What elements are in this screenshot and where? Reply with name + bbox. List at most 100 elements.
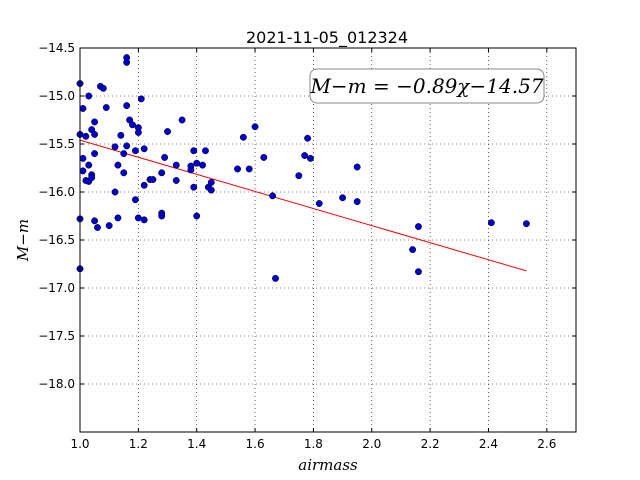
- y-tick-label: −15.5: [38, 137, 75, 151]
- data-point: [123, 102, 131, 110]
- chart-title: 2021-11-05_012324: [246, 28, 408, 48]
- data-point: [79, 167, 87, 175]
- data-point: [239, 133, 247, 141]
- x-tick-label: 2.6: [537, 437, 556, 451]
- data-point: [164, 128, 171, 135]
- data-point: [114, 214, 122, 222]
- data-point: [522, 220, 530, 228]
- data-point: [339, 194, 347, 202]
- data-point: [140, 145, 148, 153]
- equation-box: [309, 68, 545, 104]
- data-point: [134, 214, 142, 222]
- data-point: [91, 150, 99, 158]
- data-point: [409, 246, 417, 254]
- data-point: [91, 130, 99, 138]
- data-point: [315, 200, 323, 207]
- data-point: [158, 212, 166, 220]
- x-tick-label: 2.4: [479, 437, 498, 451]
- data-point: [131, 196, 139, 204]
- data-point: [414, 268, 422, 276]
- data-point: [193, 212, 201, 220]
- axis-ticks: [79, 47, 576, 432]
- data-point: [91, 217, 99, 225]
- data-point: [187, 166, 195, 174]
- data-point: [207, 178, 215, 186]
- data-points: [76, 54, 530, 282]
- y-tick-label: −16.5: [38, 233, 75, 247]
- data-point: [251, 123, 259, 131]
- data-point: [269, 192, 277, 200]
- data-point: [172, 177, 180, 184]
- y-tick-label: −14.5: [38, 41, 75, 55]
- data-point: [190, 147, 198, 155]
- x-axis-label: airmass: [298, 456, 358, 474]
- data-point: [193, 159, 201, 167]
- data-point: [158, 169, 166, 177]
- data-point: [123, 58, 131, 66]
- data-point: [149, 176, 157, 183]
- data-point: [260, 153, 268, 161]
- data-point: [117, 131, 125, 139]
- data-point: [301, 152, 309, 159]
- y-tick-label: −16.0: [38, 185, 75, 199]
- y-axis-label: M−m: [14, 219, 32, 262]
- data-point: [178, 116, 186, 124]
- data-point: [140, 216, 148, 224]
- x-tick-label: 2.0: [362, 437, 381, 451]
- data-point: [304, 134, 312, 142]
- data-point: [134, 129, 142, 136]
- fit-line-layer: [79, 139, 527, 272]
- data-point: [161, 153, 169, 161]
- x-tick-label: 1.2: [129, 437, 148, 451]
- data-point: [120, 169, 128, 177]
- data-point: [131, 147, 139, 155]
- fit-line: [79, 139, 527, 272]
- y-tick-labels: −14.5 −15.0 −15.5 −16.0 −16.5 −17.0 −17.5 −18.0: [38, 41, 75, 391]
- data-point: [137, 95, 145, 103]
- data-point: [295, 172, 303, 180]
- x-tick-label: 2.2: [421, 437, 440, 451]
- data-point: [172, 161, 180, 169]
- data-point: [91, 118, 99, 126]
- data-point: [272, 274, 279, 282]
- data-point: [190, 183, 198, 191]
- data-point: [414, 223, 422, 231]
- data-point: [245, 165, 253, 173]
- data-point: [111, 188, 119, 196]
- data-point: [307, 154, 314, 162]
- y-tick-label: −17.0: [38, 281, 75, 295]
- data-point: [79, 154, 87, 162]
- data-point: [120, 150, 128, 158]
- data-point: [111, 143, 119, 151]
- data-point: [85, 161, 93, 169]
- y-tick-label: −17.5: [38, 329, 75, 343]
- data-point: [487, 219, 495, 227]
- x-tick-label: 1.6: [246, 437, 265, 451]
- y-tick-label: −15.0: [38, 89, 75, 103]
- data-point: [94, 224, 101, 231]
- x-tick-labels: 1.0 1.2 1.4 1.6 1.8 2.0 2.2 2.4 2.6: [70, 437, 556, 451]
- data-point: [102, 104, 110, 111]
- equation-text: M−m = −0.89χ−14.57: [309, 74, 543, 98]
- data-point: [202, 147, 209, 155]
- data-point: [99, 84, 107, 92]
- grid: [79, 47, 576, 432]
- equation-annotation: M−m = −0.89χ−14.57: [309, 68, 545, 104]
- data-point: [140, 181, 148, 189]
- x-tick-label: 1.0: [70, 437, 89, 451]
- data-point: [123, 142, 131, 150]
- x-tick-label: 1.4: [187, 437, 206, 451]
- x-tick-label: 1.8: [304, 437, 323, 451]
- data-point: [234, 165, 242, 173]
- data-point: [85, 92, 93, 100]
- data-point: [82, 132, 90, 140]
- data-point: [129, 121, 136, 129]
- data-point: [353, 163, 361, 171]
- data-point: [199, 161, 206, 169]
- data-point: [207, 186, 215, 194]
- data-point: [114, 161, 122, 169]
- data-point: [79, 105, 87, 112]
- y-tick-label: −18.0: [38, 377, 75, 391]
- data-point: [105, 222, 113, 230]
